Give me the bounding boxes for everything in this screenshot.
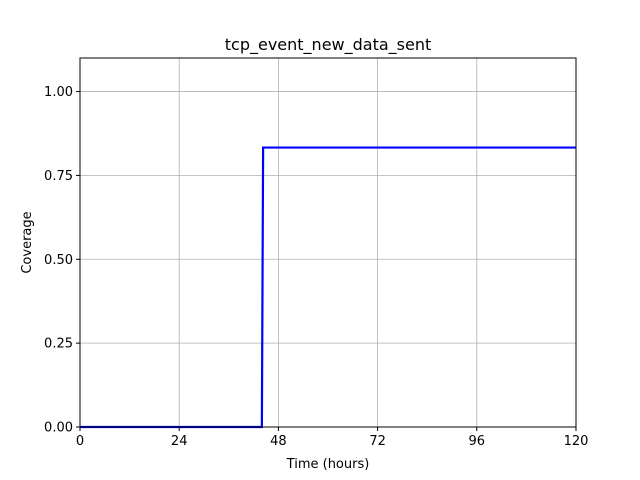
y-tick-label: 0.00 (44, 421, 73, 436)
y-tick-label: 1.00 (44, 85, 73, 100)
x-tick-label: 72 (369, 434, 386, 449)
plot-frame (79, 57, 577, 428)
y-tick-label: 0.50 (44, 253, 73, 268)
y-axis-label: Coverage (20, 211, 35, 273)
x-tick-label: 96 (469, 434, 486, 449)
x-axis-label: Time (hours) (286, 457, 370, 472)
plot-area (80, 58, 576, 427)
y-tick-label: 0.75 (44, 169, 73, 184)
x-tick-label: 120 (564, 434, 589, 449)
x-axis-ticks: 0 24 48 72 96 120 (76, 427, 589, 449)
grid-lines (79, 58, 577, 428)
x-tick-label: 24 (171, 434, 188, 449)
x-tick-label: 48 (270, 434, 287, 449)
chart-title: tcp_event_new_data_sent (225, 35, 432, 55)
y-tick-label: 0.25 (44, 337, 73, 352)
y-axis-ticks: 0.00 0.25 0.50 0.75 1.00 (44, 85, 80, 436)
x-tick-label: 0 (76, 434, 84, 449)
